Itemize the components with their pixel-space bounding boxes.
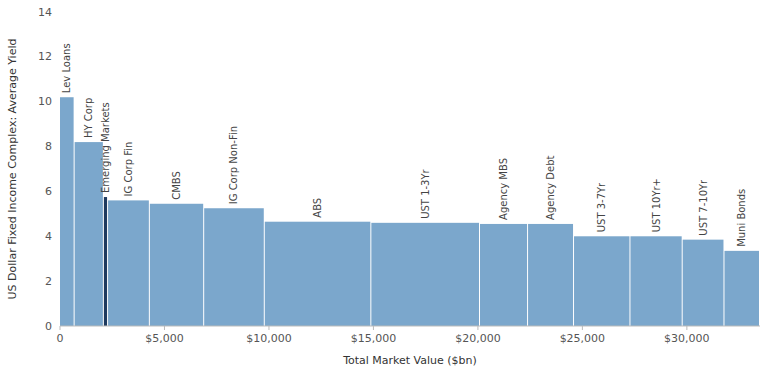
category-label: UST 7-10Yr (698, 179, 709, 236)
y-tick-label: 12 (38, 50, 52, 63)
category-label: HY Corp (83, 98, 94, 138)
category-label: UST 10Yr+ (651, 178, 662, 232)
x-tick-label: $10,000 (246, 332, 292, 345)
category-label: IG Corp Fin (123, 142, 134, 197)
category-label: UST 1-3Yr (420, 168, 431, 218)
x-tick (582, 326, 583, 330)
bar (108, 200, 149, 326)
category-label: IG Corp Non-Fin (228, 126, 239, 204)
category-label: UST 3-7Yr (596, 182, 607, 232)
bar (265, 222, 371, 326)
x-tick-label: 0 (57, 332, 64, 345)
y-axis-label: US Dollar Fixed Income Complex: Average … (6, 39, 19, 300)
bar (574, 236, 629, 326)
category-label: Agency MBS (498, 158, 509, 220)
category-label: Muni Bonds (736, 189, 747, 247)
category-label: CMBS (171, 171, 182, 200)
bar (204, 208, 264, 326)
y-tick-label: 10 (38, 95, 52, 108)
x-tick-label: $5,000 (145, 332, 184, 345)
bar (724, 251, 759, 326)
category-label: Emerging Markets (100, 102, 111, 193)
x-tick (268, 326, 269, 330)
y-tick-label: 4 (45, 230, 52, 243)
x-tick (477, 326, 478, 330)
x-axis-line (60, 326, 760, 327)
y-tick-label: 0 (45, 320, 52, 333)
bar (60, 97, 74, 326)
y-tick-label: 2 (45, 275, 52, 288)
x-tick-label: $25,000 (560, 332, 606, 345)
bar (150, 204, 203, 326)
x-tick (60, 326, 61, 330)
x-tick-label: $20,000 (455, 332, 501, 345)
x-tick (686, 326, 687, 330)
x-tick (373, 326, 374, 330)
category-label: ABS (312, 198, 323, 218)
category-label: Agency Debt (545, 155, 556, 219)
bars (60, 97, 759, 326)
bar (683, 240, 724, 326)
bar (630, 236, 681, 326)
y-tick-label: 14 (38, 6, 52, 19)
bar (528, 224, 573, 326)
bar (480, 224, 527, 326)
bar (75, 142, 103, 326)
y-tick-label: 8 (45, 140, 52, 153)
x-tick-label: $15,000 (351, 332, 397, 345)
bar (104, 197, 107, 326)
category-label: Lev Loans (61, 43, 72, 93)
x-tick-label: $30,000 (664, 332, 710, 345)
bar (371, 223, 479, 326)
x-axis-label: Total Market Value ($bn) (342, 354, 477, 367)
chart: Lev Loans HY Corp Emerging Markets IG Corp … (0, 0, 780, 374)
x-tick (164, 326, 165, 330)
y-tick-label: 6 (45, 185, 52, 198)
